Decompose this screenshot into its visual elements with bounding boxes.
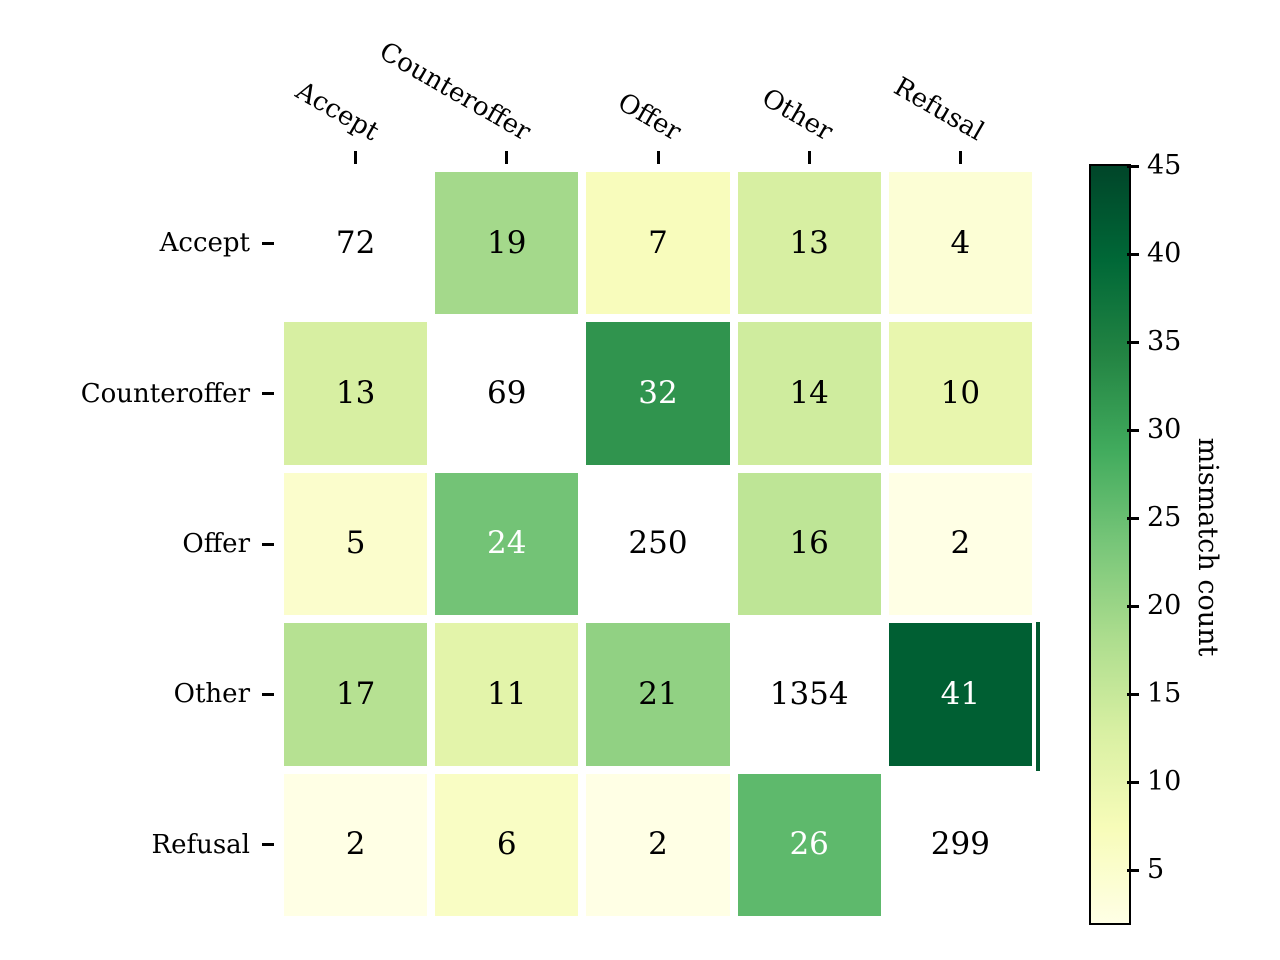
- col-label-counteroffer: Counteroffer: [373, 36, 536, 148]
- col-label-other: Other: [756, 83, 838, 148]
- colorbar-tick-label: 5: [1147, 854, 1165, 886]
- cell-value: 72: [335, 224, 376, 261]
- cell-value: 5: [345, 525, 366, 562]
- cell-value: 41: [940, 675, 981, 712]
- x-tick: [656, 151, 660, 164]
- colorbar-tick: [1127, 164, 1139, 168]
- heatmap-cell-counteroffer-other: 14: [737, 322, 881, 465]
- heatmap-cell-refusal-accept: 2: [284, 773, 428, 916]
- heatmap-cell-other-accept: 17: [284, 623, 428, 766]
- cell-value: 10: [940, 375, 981, 412]
- colorbar-tick-label: 30: [1147, 414, 1182, 446]
- heatmap-cell-refusal-other: 26: [737, 773, 881, 916]
- cell-value: 1354: [769, 675, 849, 712]
- colorbar-tick-label: 35: [1147, 326, 1182, 358]
- row-label-counteroffer: Counteroffer: [80, 378, 250, 409]
- heatmap-cell-counteroffer-counteroffer: 69: [435, 322, 579, 465]
- x-tick: [958, 151, 962, 164]
- heatmap-cell-other-counteroffer: 11: [435, 623, 579, 766]
- colorbar-tick-label: 10: [1147, 766, 1182, 798]
- row-label-offer: Offer: [182, 529, 250, 559]
- colorbar-tick-label: 40: [1147, 238, 1182, 270]
- cell-value: 299: [930, 826, 990, 863]
- heatmap-cell-counteroffer-refusal: 10: [888, 322, 1032, 465]
- heatmap-cell-offer-other: 16: [737, 472, 881, 616]
- cell-value: 26: [789, 826, 829, 863]
- cell-value: 4: [950, 224, 971, 261]
- heatmap-cell-other-other: 1354: [737, 623, 881, 766]
- colorbar-tick: [1127, 868, 1139, 872]
- cell-value: 13: [335, 375, 376, 412]
- cell-value: 16: [789, 525, 829, 562]
- cell-value: 21: [638, 675, 678, 712]
- cell-value: 250: [628, 525, 688, 562]
- heatmap-cell-accept-refusal: 4: [888, 172, 1032, 315]
- cell-value: 11: [487, 675, 527, 712]
- row-label-refusal: Refusal: [151, 829, 251, 860]
- heatmap-cell-other-refusal: 41: [888, 623, 1032, 766]
- heatmap-cell-accept-offer: 7: [586, 172, 730, 315]
- x-tick: [354, 151, 358, 164]
- heatmap-cell-other-offer: 21: [586, 623, 730, 766]
- x-tick: [807, 151, 811, 164]
- y-tick: [262, 542, 274, 546]
- heatmap-cell-accept-counteroffer: 19: [435, 172, 579, 315]
- heatmap-cell-counteroffer-accept: 13: [284, 322, 428, 465]
- heatmap-cell-refusal-refusal: 299: [888, 773, 1032, 916]
- heatmap-cell-offer-counteroffer: 24: [435, 472, 579, 616]
- col-label-offer: Offer: [612, 87, 687, 148]
- col-label-accept: Accept: [290, 76, 385, 148]
- y-tick: [262, 241, 274, 245]
- colorbar-tick-label: 20: [1147, 590, 1182, 622]
- cell-value: 7: [648, 224, 668, 261]
- colorbar-tick: [1127, 780, 1139, 784]
- heatmap-cell-counteroffer-offer: 32: [586, 322, 730, 465]
- cell-value: 69: [487, 375, 527, 412]
- colorbar-tick: [1127, 692, 1139, 696]
- cell-value: 2: [648, 826, 668, 863]
- colorbar-tick: [1127, 428, 1139, 432]
- heatmap-cell-offer-offer: 250: [586, 472, 730, 616]
- colorbar-axis-label: mismatch count: [1192, 437, 1223, 657]
- cell-value: 17: [335, 675, 376, 712]
- colorbar-tick: [1127, 516, 1139, 520]
- colorbar-tick: [1127, 252, 1139, 256]
- cell-value: 19: [487, 224, 527, 261]
- y-tick: [262, 843, 274, 847]
- row-label-accept: Accept: [159, 228, 250, 259]
- colorbar-tick: [1127, 604, 1139, 608]
- colorbar-gradient: [1089, 164, 1131, 925]
- cell-value: 13: [789, 224, 829, 261]
- colorbar-tick: [1127, 340, 1139, 344]
- heatmap-cell-accept-accept: 72: [284, 172, 428, 315]
- heatmap-cell-refusal-offer: 2: [586, 773, 730, 916]
- cell-value: 14: [789, 375, 829, 412]
- cell-value: 24: [487, 525, 527, 562]
- col-label-refusal: Refusal: [888, 71, 989, 148]
- y-tick: [262, 692, 274, 696]
- colorbar-tick-label: 25: [1147, 502, 1182, 534]
- heatmap-cell-offer-refusal: 2: [888, 472, 1032, 616]
- colorbar-tick-label: 45: [1147, 150, 1182, 181]
- cell-edge-artifact: [1036, 622, 1040, 771]
- heatmap-cell-accept-other: 13: [737, 172, 881, 315]
- heatmap-cell-offer-accept: 5: [284, 472, 428, 616]
- cell-value: 6: [496, 826, 517, 863]
- heatmap-cell-refusal-counteroffer: 6: [435, 773, 579, 916]
- colorbar-tick-label: 15: [1147, 678, 1182, 710]
- y-tick: [262, 392, 274, 396]
- row-label-other: Other: [173, 679, 250, 710]
- cell-value: 2: [345, 826, 366, 863]
- cell-value: 32: [638, 375, 678, 412]
- x-tick: [505, 151, 509, 164]
- cell-value: 2: [950, 525, 971, 562]
